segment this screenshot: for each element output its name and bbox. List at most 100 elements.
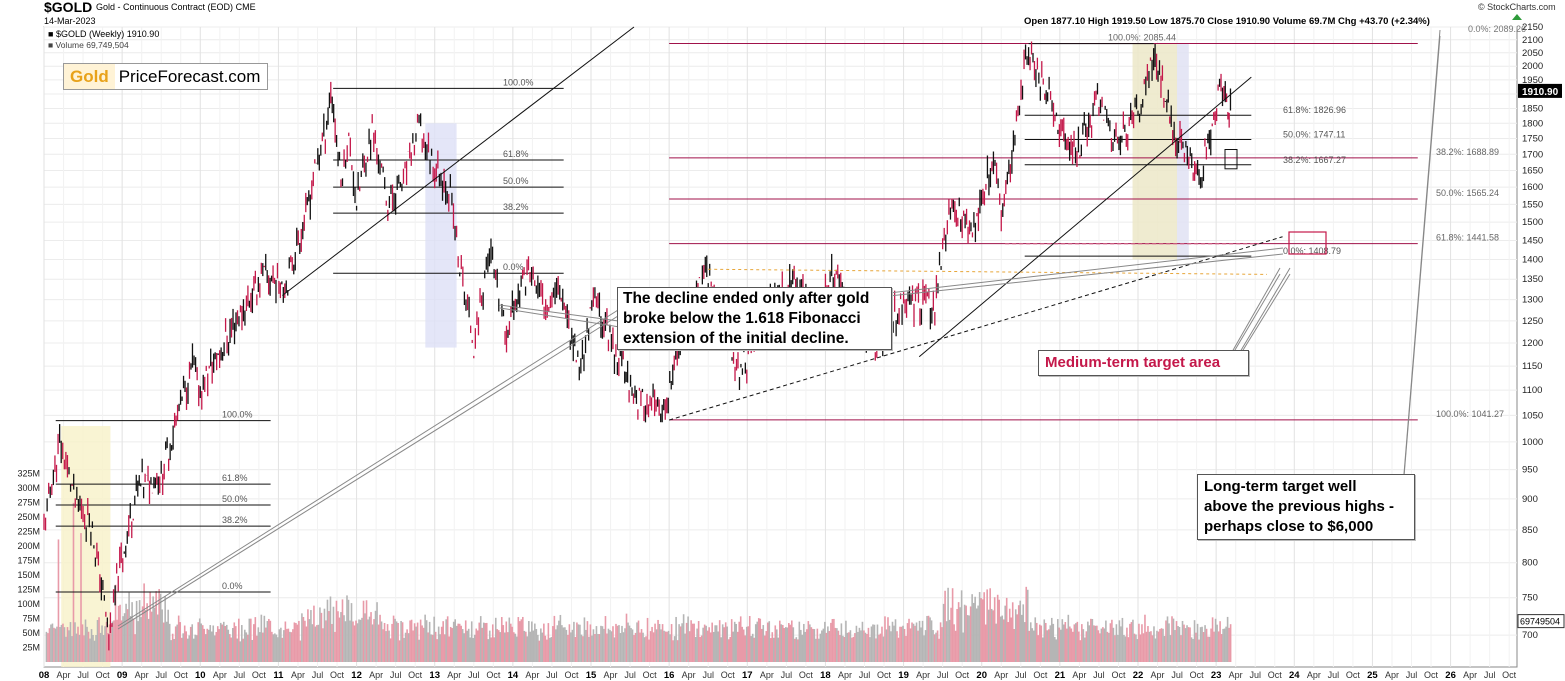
volume-bar [736, 631, 739, 662]
volume-bar [173, 638, 175, 662]
volume-bar [1114, 635, 1116, 662]
volume-bar [735, 623, 738, 662]
volume-bar [708, 627, 710, 662]
volume-bar [1225, 626, 1227, 662]
volume-bar [1038, 624, 1041, 662]
volume-bar [189, 626, 192, 662]
volume-bar [1005, 597, 1008, 662]
volume-bar [559, 614, 562, 662]
medium-pointer-left [1231, 273, 1281, 356]
volume-bar [234, 626, 237, 662]
price-tick-label: 1600 [1522, 182, 1543, 193]
volume-bar [621, 625, 623, 662]
volume-bar [341, 599, 344, 662]
volume-bar [353, 625, 356, 662]
volume-bar [963, 604, 966, 662]
volume-bar [921, 620, 924, 662]
volume-bar [213, 635, 216, 662]
volume-bar [1097, 630, 1100, 662]
volume-bar [948, 619, 951, 662]
price-tick-label: 1450 [1522, 235, 1543, 246]
volume-bar [517, 617, 520, 662]
volume-bar [1075, 623, 1077, 662]
volume-bar [926, 615, 928, 662]
volume-bar [278, 629, 281, 662]
volume-bar [110, 624, 112, 662]
volume-bar [194, 634, 197, 662]
volume-bar [1047, 629, 1050, 662]
volume-bar [302, 616, 305, 662]
volume-bar [1199, 627, 1202, 662]
volume-bar [323, 608, 326, 662]
volume-bar [162, 622, 165, 662]
volume-bar [470, 621, 473, 662]
volume-bar [1063, 624, 1065, 662]
year-tick-label: 08 [39, 670, 50, 681]
volume-bar [888, 625, 891, 662]
volume-bar [168, 623, 171, 662]
fib-short-label: 38.2%: 1667.27 [1283, 155, 1346, 165]
volume-bar [969, 606, 972, 662]
volume-bar [338, 617, 341, 662]
volume-bar [1214, 618, 1217, 662]
volume-bar [666, 631, 668, 662]
volume-bar [1090, 618, 1092, 662]
volume-bar [601, 626, 604, 662]
month-tick-label: Jul [859, 670, 871, 680]
volume-bar [140, 617, 142, 662]
volume-bar [266, 621, 269, 662]
volume-bar [726, 626, 728, 662]
year-tick-label: 19 [898, 670, 909, 681]
volume-bar [813, 629, 816, 662]
volume-bar [1084, 637, 1086, 662]
volume-bar [918, 620, 921, 662]
volume-bar [212, 625, 215, 662]
volume-bar [833, 618, 835, 662]
month-tick-label: Jul [77, 670, 89, 680]
volume-bar [792, 627, 795, 662]
volume-bar [1091, 618, 1094, 662]
price-tick-label: 1300 [1522, 295, 1543, 306]
volume-bar [972, 602, 975, 662]
volume-bar [555, 629, 557, 662]
month-tick-label: Apr [994, 670, 1008, 680]
fib-long-label: 100.0%: 1041.27 [1436, 409, 1504, 419]
volume-bar [622, 632, 625, 662]
volume-bar [284, 621, 287, 662]
volume-bar [762, 625, 765, 662]
volume-bar [219, 622, 222, 662]
volume-bar [446, 616, 449, 662]
month-tick-label: Jul [390, 670, 402, 680]
volume-bar [1154, 638, 1157, 662]
year-tick-label: 26 [1445, 670, 1456, 681]
volume-bar [310, 610, 312, 662]
volume-bar [439, 634, 441, 662]
volume-bar [1213, 631, 1215, 662]
volume-bar [709, 632, 712, 662]
volume-bar [442, 621, 444, 662]
volume-bar [663, 630, 665, 662]
volume-bar [180, 637, 183, 662]
volume-bar [491, 624, 494, 662]
volume-bar [705, 625, 707, 662]
last-price-label: 1910.90 [1522, 87, 1559, 98]
volume-bar [778, 620, 781, 662]
volume-bar [155, 591, 157, 662]
month-tick-label: Jul [1484, 670, 1496, 680]
volume-bar [643, 637, 646, 662]
volume-bar [132, 618, 135, 662]
volume-bar [801, 634, 804, 662]
month-tick-label: Apr [916, 670, 930, 680]
volume-bar [496, 629, 499, 662]
volume-bar [502, 625, 505, 662]
month-tick-label: Apr [760, 670, 774, 680]
volume-bar [631, 629, 634, 662]
price-tick-label: 700 [1522, 630, 1538, 641]
shade-2013 [425, 123, 457, 348]
volume-bar [1127, 637, 1130, 662]
volume-bar [516, 636, 518, 662]
volume-bar [884, 616, 886, 662]
volume-bar [634, 632, 637, 662]
volume-bar [673, 636, 676, 662]
volume-bar [380, 621, 383, 662]
